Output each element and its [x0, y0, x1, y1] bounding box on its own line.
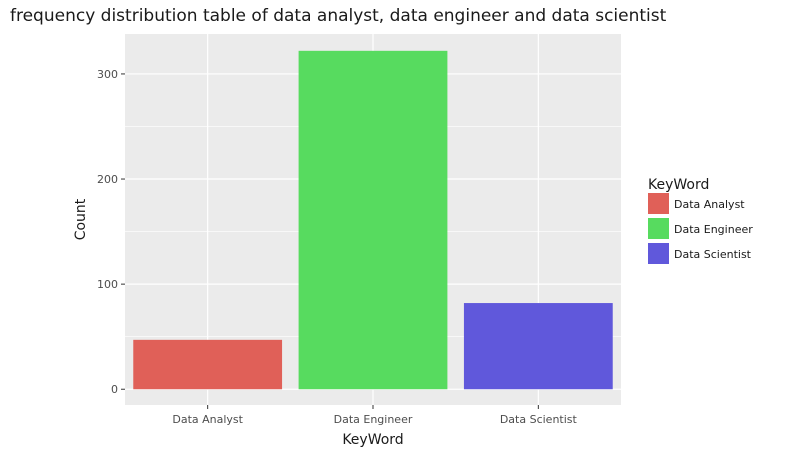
y-tick-label: 200: [97, 173, 118, 186]
x-tick-label: Data Analyst: [172, 413, 243, 426]
bar-data-engineer: [298, 50, 448, 390]
bar-data-analyst: [133, 339, 283, 390]
x-tick-label: Data Engineer: [334, 413, 413, 426]
y-tick-label: 0: [111, 383, 118, 396]
chart-title: frequency distribution table of data ana…: [10, 6, 667, 26]
y-axis: 0 100 200 300: [97, 68, 125, 396]
legend-title: KeyWord: [648, 177, 709, 193]
legend-swatch: [648, 218, 669, 239]
legend-label: Data Scientist: [674, 248, 752, 261]
legend: KeyWord Data Analyst Data Engineer Data Sc…: [648, 177, 753, 264]
legend-label: Data Analyst: [674, 198, 745, 211]
legend-swatch: [648, 243, 669, 264]
y-axis-title: Count: [73, 198, 89, 240]
legend-label: Data Engineer: [674, 223, 753, 236]
y-tick-label: 100: [97, 278, 118, 291]
y-tick-label: 300: [97, 68, 118, 81]
x-axis: Data Analyst Data Engineer Data Scientist: [172, 405, 578, 426]
x-tick-label: Data Scientist: [500, 413, 578, 426]
bar-data-scientist: [463, 303, 613, 390]
legend-swatch: [648, 193, 669, 214]
x-axis-title: KeyWord: [342, 432, 403, 448]
bars: [133, 50, 613, 390]
